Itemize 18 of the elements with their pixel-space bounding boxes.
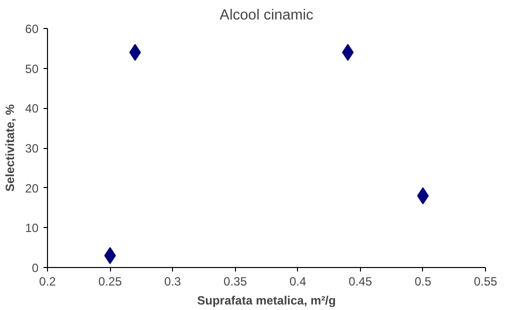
y-tick-label: 20 — [25, 181, 39, 196]
y-tick-label: 0 — [32, 261, 39, 275]
x-tick-label: 0.45 — [348, 274, 372, 288]
y-tick-label: 40 — [25, 102, 39, 116]
x-tick-label: 0.3 — [164, 274, 182, 288]
x-tick-label: 0.35 — [224, 274, 248, 288]
y-tick-label: 50 — [25, 62, 39, 76]
x-tick-label: 0.55 — [474, 274, 498, 288]
y-tick-label: 30 — [25, 142, 39, 156]
x-tick-label: 0.25 — [98, 274, 122, 288]
y-tick-label: 60 — [25, 22, 39, 36]
x-tick-label: 0.4 — [289, 274, 306, 288]
chart-title: Alcool cinamic — [220, 8, 314, 24]
y-axis-title: Selectivitate, % — [3, 104, 18, 192]
x-tick-label: 0.5 — [414, 274, 432, 288]
x-axis-title: Suprafata metalica, m²/g — [197, 294, 336, 308]
y-tick-label: 10 — [25, 221, 39, 236]
x-tick-label: 0.2 — [39, 274, 56, 288]
